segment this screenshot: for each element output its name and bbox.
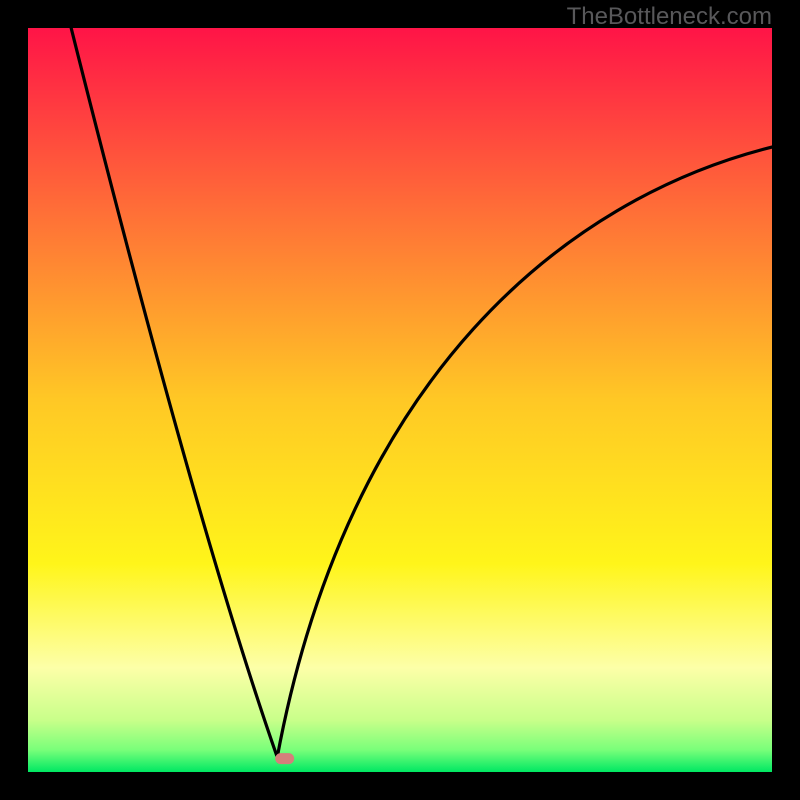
chart-frame: TheBottleneck.com: [0, 0, 800, 800]
watermark-text: TheBottleneck.com: [567, 3, 772, 31]
plot-area: [28, 28, 772, 772]
